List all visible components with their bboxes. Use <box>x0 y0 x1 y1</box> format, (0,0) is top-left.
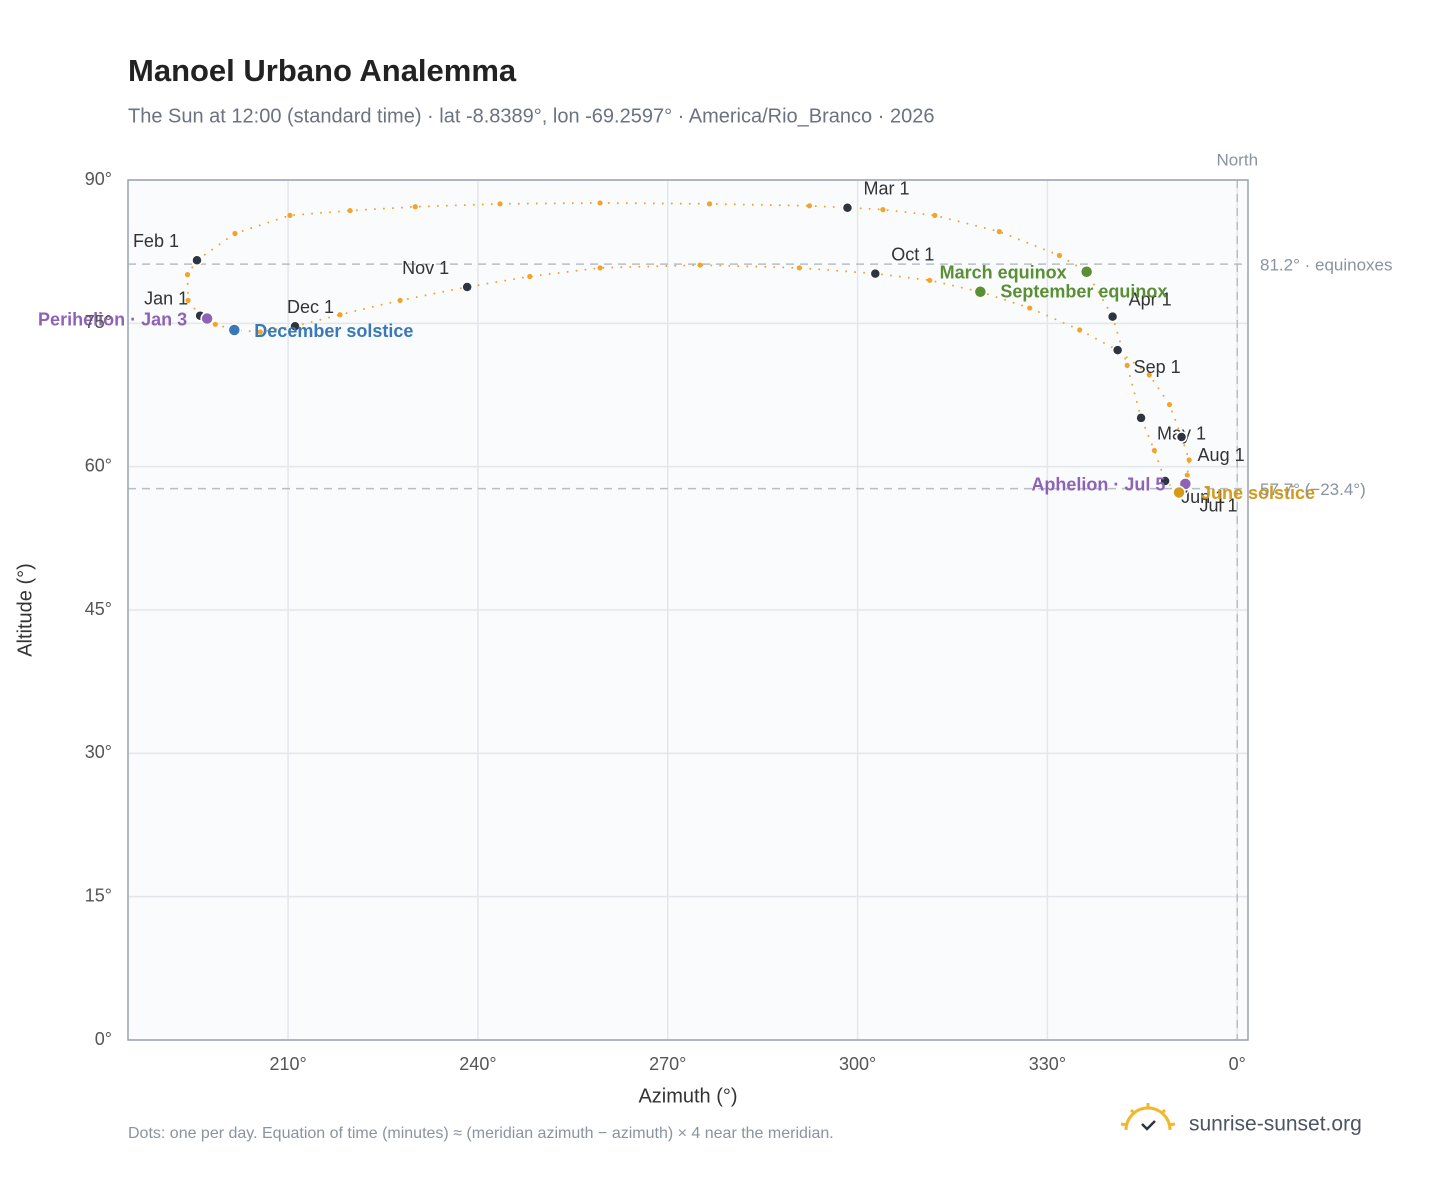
day-dot <box>184 272 191 278</box>
day-dot <box>806 203 813 209</box>
month-marker <box>1159 475 1171 487</box>
day-dot <box>412 204 418 210</box>
day-dot <box>1027 305 1033 311</box>
reference-label: 57.7° (−23.4°) <box>1260 480 1366 499</box>
event-label: September equinox <box>1000 282 1167 302</box>
day-dot <box>397 297 403 303</box>
x-tick-label: 270° <box>649 1054 686 1074</box>
day-dot <box>337 312 343 318</box>
day-dot <box>697 262 703 268</box>
event-marker <box>973 285 988 299</box>
event-marker <box>1079 264 1094 279</box>
event-label: December solstice <box>254 321 413 341</box>
month-marker <box>841 201 854 214</box>
event-marker <box>227 323 242 337</box>
event-marker <box>1172 485 1186 500</box>
day-dot <box>996 229 1002 235</box>
day-dot <box>1077 327 1083 333</box>
day-dot <box>1184 472 1190 478</box>
day-dot <box>232 230 238 237</box>
month-label: Jan 1 <box>144 288 188 308</box>
day-dot <box>1166 401 1173 408</box>
day-dot <box>796 265 802 271</box>
x-tick-label: 300° <box>839 1054 876 1074</box>
footnote: Dots: one per day. Equation of time (min… <box>128 1125 834 1142</box>
event-label: June solstice <box>1201 483 1315 503</box>
month-marker <box>1111 344 1124 356</box>
month-label: Oct 1 <box>891 244 934 264</box>
event-marker <box>200 311 214 326</box>
month-label: Apr 1 <box>1129 289 1172 309</box>
month-label: Jul 1 <box>1199 495 1237 515</box>
month-marker <box>869 267 882 280</box>
day-dot <box>597 265 603 271</box>
month-label: Aug 1 <box>1198 445 1245 465</box>
x-tick-label: 0° <box>1229 1054 1246 1074</box>
day-dot <box>932 212 938 218</box>
x-tick-label: 330° <box>1029 1054 1066 1074</box>
day-dot <box>706 201 713 207</box>
brand-logo <box>1120 1103 1176 1131</box>
day-dot <box>1151 447 1157 454</box>
reference-label: 81.2° · equinoxes <box>1260 256 1393 275</box>
day-dot <box>212 321 218 327</box>
day-dot <box>347 207 353 214</box>
day-dot <box>597 200 603 206</box>
y-tick-label: 90° <box>85 169 112 189</box>
month-label: Sep 1 <box>1134 357 1181 377</box>
x-tick-label: 240° <box>459 1054 496 1074</box>
day-dot <box>1056 252 1063 259</box>
month-label: Feb 1 <box>133 231 179 251</box>
day-dot <box>257 329 263 335</box>
day-dot <box>880 207 886 213</box>
y-tick-label: 75° <box>85 312 112 332</box>
chart-subtitle: The Sun at 12:00 (standard time) · lat -… <box>128 105 934 127</box>
day-dot <box>527 273 533 280</box>
y-tick-label: 30° <box>85 742 112 762</box>
month-label: Dec 1 <box>287 297 334 317</box>
event-label: Aphelion · Jul 5 <box>1031 475 1165 495</box>
month-marker <box>191 254 203 267</box>
month-label: Mar 1 <box>863 178 909 198</box>
month-label: Nov 1 <box>402 258 449 278</box>
plot-frame <box>127 179 1249 1041</box>
day-dot <box>185 297 191 303</box>
month-marker <box>1106 310 1119 323</box>
x-tick-label: 210° <box>269 1054 306 1074</box>
y-axis-label: Altitude (°) <box>14 563 36 657</box>
day-dot <box>287 212 293 218</box>
grid <box>128 179 1248 1041</box>
month-marker <box>461 281 473 293</box>
x-axis-label: Azimuth (°) <box>638 1085 737 1107</box>
y-tick-label: 15° <box>85 885 112 905</box>
brand-name: sunrise-sunset.org <box>1189 1113 1362 1136</box>
day-dot <box>1124 362 1130 368</box>
day-dot <box>497 201 503 207</box>
month-marker <box>289 320 301 332</box>
y-tick-label: 0° <box>95 1029 112 1049</box>
event-label: March equinox <box>940 262 1067 282</box>
y-tick-label: 60° <box>85 455 112 475</box>
month-marker <box>1135 412 1147 424</box>
y-tick-label: 45° <box>85 599 112 619</box>
day-dot <box>1146 372 1152 378</box>
month-label: Jun 1 <box>1181 487 1225 507</box>
day-dot <box>1186 457 1192 463</box>
north-label: North <box>1216 150 1258 169</box>
event-label: Perihelion · Jan 3 <box>38 309 187 329</box>
month-marker <box>1175 431 1188 443</box>
day-dot <box>927 277 933 283</box>
analemma-path <box>186 201 1191 494</box>
chart-title: Manoel Urbano Analemma <box>128 53 517 88</box>
